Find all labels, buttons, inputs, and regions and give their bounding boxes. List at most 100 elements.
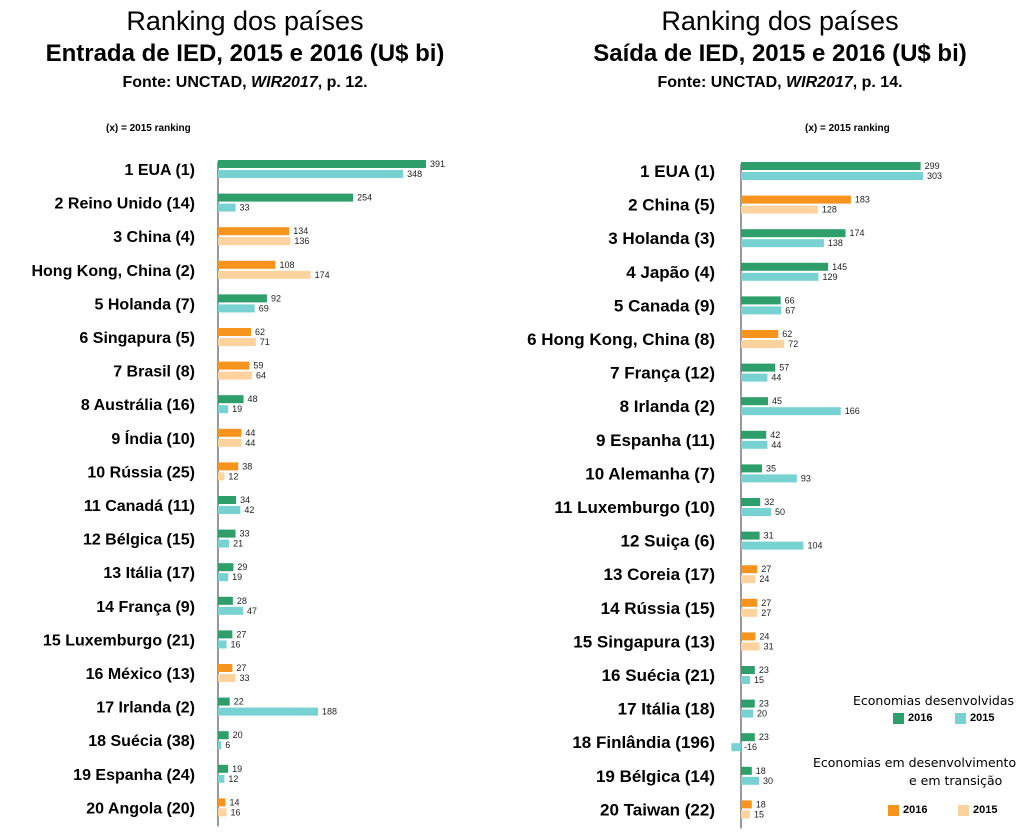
- data-label-2016: 59: [253, 361, 263, 371]
- bar-2015: [741, 306, 782, 315]
- bar-2016: [741, 262, 829, 271]
- bar-2016: [741, 195, 851, 204]
- legend-swatch-developed-2015: [955, 712, 966, 724]
- category-label: 19 Espanha (24): [73, 767, 195, 784]
- data-label-2016: 27: [761, 598, 771, 608]
- category-label: 6 Singapura (5): [79, 330, 195, 347]
- legend-label-developing-2015: 2015: [973, 804, 998, 816]
- data-label-2016: 34: [240, 495, 250, 505]
- data-label-2016: 62: [255, 327, 265, 337]
- category-label: 17 Irlanda (2): [96, 700, 195, 717]
- bar-2016: [218, 731, 229, 740]
- data-label-2015: 174: [315, 270, 330, 280]
- outflow-ranking-note: (x) = 2015 ranking: [805, 123, 890, 134]
- data-label-2015: 69: [259, 303, 269, 313]
- data-label-2015: 16: [231, 639, 241, 649]
- category-label: 9 Índia (10): [111, 429, 195, 448]
- category-label: 20 Angola (20): [86, 800, 195, 817]
- bar-2015: [741, 642, 760, 651]
- bar-2015: [731, 743, 741, 752]
- data-label-2015: 6: [225, 740, 230, 750]
- inflow-ranking-note: (x) = 2015 ranking: [106, 123, 191, 134]
- bar-2015: [741, 776, 760, 785]
- data-label-2015: 19: [232, 572, 242, 582]
- bar-2015: [741, 340, 785, 348]
- bar-2015: [218, 506, 241, 514]
- bar-2016: [741, 162, 921, 170]
- data-label-2015: 303: [927, 171, 942, 181]
- data-label-2016: 23: [759, 665, 769, 675]
- inflow-source-report: WIR2017: [251, 74, 318, 91]
- data-label-2015: -16: [744, 742, 757, 752]
- bar-2015: [741, 205, 818, 214]
- bar-2015: [218, 405, 229, 414]
- bar-2016: [218, 596, 233, 605]
- bar-2016: [218, 260, 276, 269]
- inflow-bar-chart: 1 EUA (1) 391 348 2 Reino Unido (14) 254 33 3 …: [31, 159, 445, 827]
- outflow-chart-subtitle: Saída de IED, 2015 e 2016 (U$ bi): [593, 40, 967, 67]
- bar-2015: [218, 270, 311, 279]
- outflow-chart-source: Fonte: UNCTAD, WIR2017, p. 14.: [515, 73, 1030, 93]
- data-label-2016: 32: [764, 497, 774, 507]
- data-label-2016: 28: [237, 596, 247, 606]
- legend-developed-title: Economias desenvolvidas: [853, 693, 1015, 708]
- legend-label-developed-2015: 2015: [970, 712, 995, 724]
- bar-2016: [741, 296, 781, 305]
- data-label-2015: 27: [761, 608, 771, 618]
- legend-swatch-developing-2015: [958, 804, 969, 816]
- category-label: 3 China (4): [113, 229, 195, 246]
- category-label: 8 Austrália (16): [81, 397, 195, 414]
- data-label-2015: 33: [240, 673, 250, 683]
- data-label-2015: 188: [322, 707, 337, 717]
- bar-2015: [741, 373, 768, 382]
- bar-2016: [741, 363, 776, 372]
- category-label: 6 Hong Kong, China (8): [527, 330, 715, 349]
- inflow-source-prefix: Fonte: UNCTAD,: [122, 74, 252, 91]
- category-label: 20 Taiwan (22): [600, 800, 715, 819]
- data-label-2016: 92: [271, 293, 281, 303]
- data-label-2016: 35: [766, 463, 776, 473]
- data-label-2015: 21: [233, 539, 243, 549]
- bar-2016: [218, 294, 267, 303]
- category-label: 14 França (9): [96, 599, 195, 616]
- bar-2015: [218, 472, 225, 481]
- bar-2015: [218, 741, 222, 750]
- bar-2016: [741, 565, 758, 574]
- data-label-2016: 145: [832, 262, 847, 272]
- bar-2015: [741, 172, 923, 180]
- data-label-2015: 15: [754, 675, 764, 685]
- bar-2016: [218, 193, 354, 202]
- category-label: 12 Bélgica (15): [83, 532, 195, 549]
- category-label: 12 Suiça (6): [621, 532, 716, 551]
- data-label-2016: 108: [279, 260, 294, 270]
- bar-2015: [218, 808, 227, 817]
- inflow-chart-source: Fonte: UNCTAD, WIR2017, p. 12.: [0, 73, 490, 93]
- legend-swatch-developing-2016: [888, 804, 899, 816]
- category-label: 11 Luxemburgo (10): [554, 498, 715, 517]
- data-label-2015: 72: [788, 339, 798, 349]
- bar-2015: [741, 608, 758, 617]
- data-label-2015: 348: [407, 169, 422, 179]
- data-label-2015: 129: [822, 272, 837, 282]
- inflow-chart-subtitle: Entrada de IED, 2015 e 2016 (U$ bi): [45, 40, 445, 67]
- legend-developing-2016: 2016: [888, 804, 927, 816]
- bar-2015: [741, 440, 768, 449]
- bar-2016: [741, 430, 767, 439]
- bar-2016: [218, 664, 233, 672]
- data-label-2016: 57: [779, 363, 789, 373]
- data-label-2016: 20: [233, 730, 243, 740]
- data-label-2016: 391: [430, 159, 445, 169]
- outflow-chart-panel: Ranking dos países Saída de IED, 2015 e …: [515, 0, 1030, 836]
- outflow-source-prefix: Fonte: UNCTAD,: [657, 74, 787, 91]
- bar-2015: [218, 573, 229, 582]
- legend-developed-2015: 2015: [955, 712, 994, 724]
- data-label-2016: 14: [229, 797, 239, 807]
- category-label: 14 Rússia (15): [601, 599, 715, 618]
- data-label-2016: 22: [234, 697, 244, 707]
- category-label: 10 Alemanha (7): [585, 464, 715, 483]
- data-label-2015: 93: [801, 473, 811, 483]
- data-label-2016: 48: [248, 394, 258, 404]
- category-label: Hong Kong, China (2): [31, 263, 195, 280]
- outflow-chart-title: Ranking dos países: [661, 6, 899, 36]
- bar-2016: [741, 766, 752, 775]
